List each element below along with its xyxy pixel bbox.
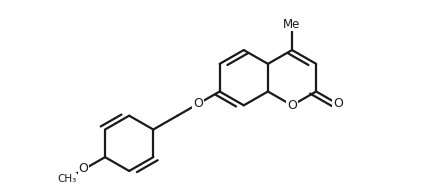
Text: O: O bbox=[333, 98, 343, 110]
Text: Me: Me bbox=[283, 18, 301, 31]
Text: CH₃: CH₃ bbox=[57, 174, 77, 184]
Text: O: O bbox=[78, 162, 88, 175]
Text: O: O bbox=[193, 98, 203, 110]
Text: O: O bbox=[287, 99, 297, 112]
